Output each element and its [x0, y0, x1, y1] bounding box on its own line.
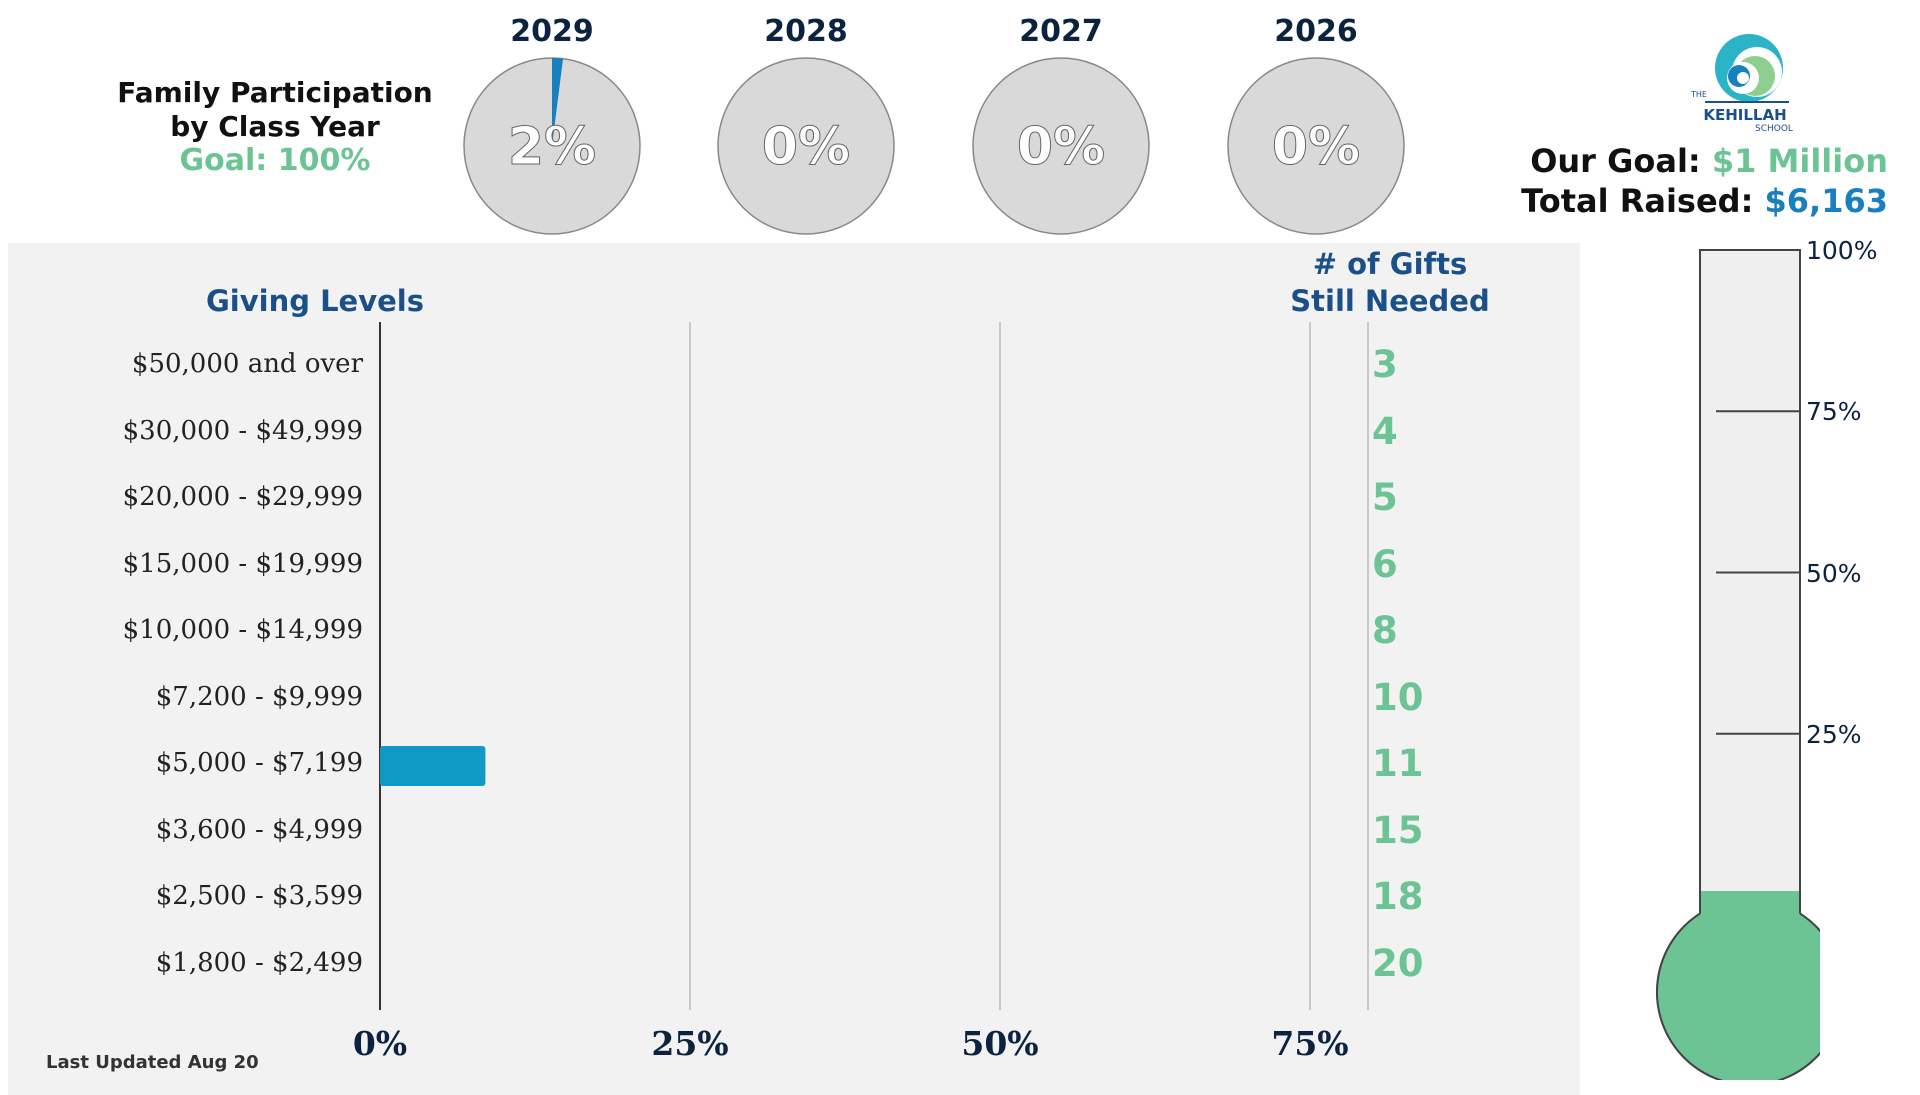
pie-background [1227, 57, 1405, 235]
participation-title-line1: Family Participation [117, 76, 433, 109]
thermometer-tick-label: 100% [1806, 236, 1878, 265]
thermometer-tick-label: 25% [1806, 719, 1862, 749]
pie-percent-label: 0% [762, 117, 850, 177]
our-goal-label: Our Goal: [1530, 142, 1701, 180]
thermometer-tick-label: 75% [1806, 397, 1862, 427]
logo-school: SCHOOL [1755, 124, 1793, 134]
class-year-label: 2027 [1019, 14, 1103, 49]
giving-level-label: $2,500 - $3,599 [155, 881, 363, 911]
fundraising-thermometer [1656, 249, 1820, 1080]
pie-percent-label: 0% [1017, 117, 1105, 177]
gifts-needed-value: 18 [1372, 875, 1424, 918]
last-updated: Last Updated Aug 20 [46, 1052, 259, 1073]
logo-the: THE [1691, 90, 1707, 99]
logo-mark-icon [1705, 34, 1789, 103]
giving-level-label: $20,000 - $29,999 [122, 482, 363, 512]
pie-slice [552, 58, 564, 146]
x-tick-label: 25% [651, 1024, 729, 1063]
gifts-needed-heading: # of Gifts Still Needed [1240, 246, 1540, 320]
gifts-needed-value: 20 [1372, 941, 1424, 985]
participation-title-line2: by Class Year [170, 110, 380, 143]
giving-level-label: $5,000 - $7,199 [155, 748, 363, 778]
pie-chart: 0% [972, 57, 1150, 235]
pie-percent-label: 2% [508, 117, 596, 177]
participation-goal: Goal: 100% [179, 143, 371, 178]
class-year-label: 2026 [1274, 14, 1358, 49]
thermometer-tube [1699, 249, 1801, 961]
pie-background [717, 57, 895, 235]
giving-level-label: $7,200 - $9,999 [155, 681, 363, 712]
class-year-label: 2029 [510, 14, 594, 49]
giving-level-label: $15,000 - $19,999 [122, 548, 363, 579]
giving-levels-heading: Giving Levels [205, 284, 424, 318]
class-year-pie-2027: 2027 0% [971, 14, 1151, 236]
thermometer-bulb-outline [1656, 912, 1820, 1080]
gifts-needed-value: 6 [1372, 542, 1398, 586]
giving-level-label: $30,000 - $49,999 [122, 415, 363, 446]
giving-level-label: $50,000 and over [131, 349, 363, 379]
giving-levels-panel [8, 243, 1580, 1095]
total-raised-label: Total Raised: [1521, 182, 1754, 220]
giving-level-bar [380, 746, 486, 786]
gifts-needed-heading-line2: Still Needed [1290, 284, 1490, 318]
class-year-label: 2028 [764, 14, 848, 49]
participation-title: Family Participation by Class Year Goal:… [100, 76, 450, 178]
gifts-needed-value: 5 [1372, 476, 1398, 519]
x-tick-label: 50% [961, 1024, 1039, 1063]
gifts-needed-value: 15 [1372, 808, 1424, 852]
x-tick-label: 75% [1271, 1024, 1349, 1063]
pie-chart: 0% [717, 57, 895, 235]
our-goal: Our Goal: $1 Million [1530, 142, 1888, 180]
kehillah-logo: THE KEHILLAH SCHOOL [1685, 26, 1805, 138]
giving-level-label: $1,800 - $2,499 [155, 947, 363, 978]
gifts-needed-value: 4 [1372, 409, 1398, 453]
gifts-needed-heading-line1: # of Gifts [1312, 247, 1468, 281]
giving-level-label: $3,600 - $4,999 [155, 814, 363, 845]
gifts-needed-value: 8 [1372, 609, 1398, 652]
class-year-pie-2026: 2026 0% [1226, 14, 1406, 236]
our-goal-value: $1 Million [1711, 142, 1888, 180]
pie-percent-label: 0% [1272, 117, 1360, 177]
pie-chart: 0% [1227, 57, 1405, 235]
logo-name: KEHILLAH [1703, 106, 1787, 124]
thermometer-tick-label: 50% [1806, 558, 1862, 588]
pie-background [972, 57, 1150, 235]
pie-chart: 2% [463, 57, 641, 235]
total-raised: Total Raised: $6,163 [1521, 182, 1888, 220]
gifts-needed-value: 11 [1372, 742, 1424, 785]
total-raised-value: $6,163 [1764, 182, 1888, 220]
class-year-pie-2028: 2028 0% [716, 14, 896, 236]
class-year-pie-2029: 2029 2% [462, 14, 642, 236]
gifts-needed-value: 3 [1372, 343, 1398, 386]
gifts-needed-value: 10 [1372, 675, 1424, 719]
giving-level-label: $10,000 - $14,999 [122, 615, 363, 645]
x-tick-label: 0% [352, 1024, 408, 1063]
